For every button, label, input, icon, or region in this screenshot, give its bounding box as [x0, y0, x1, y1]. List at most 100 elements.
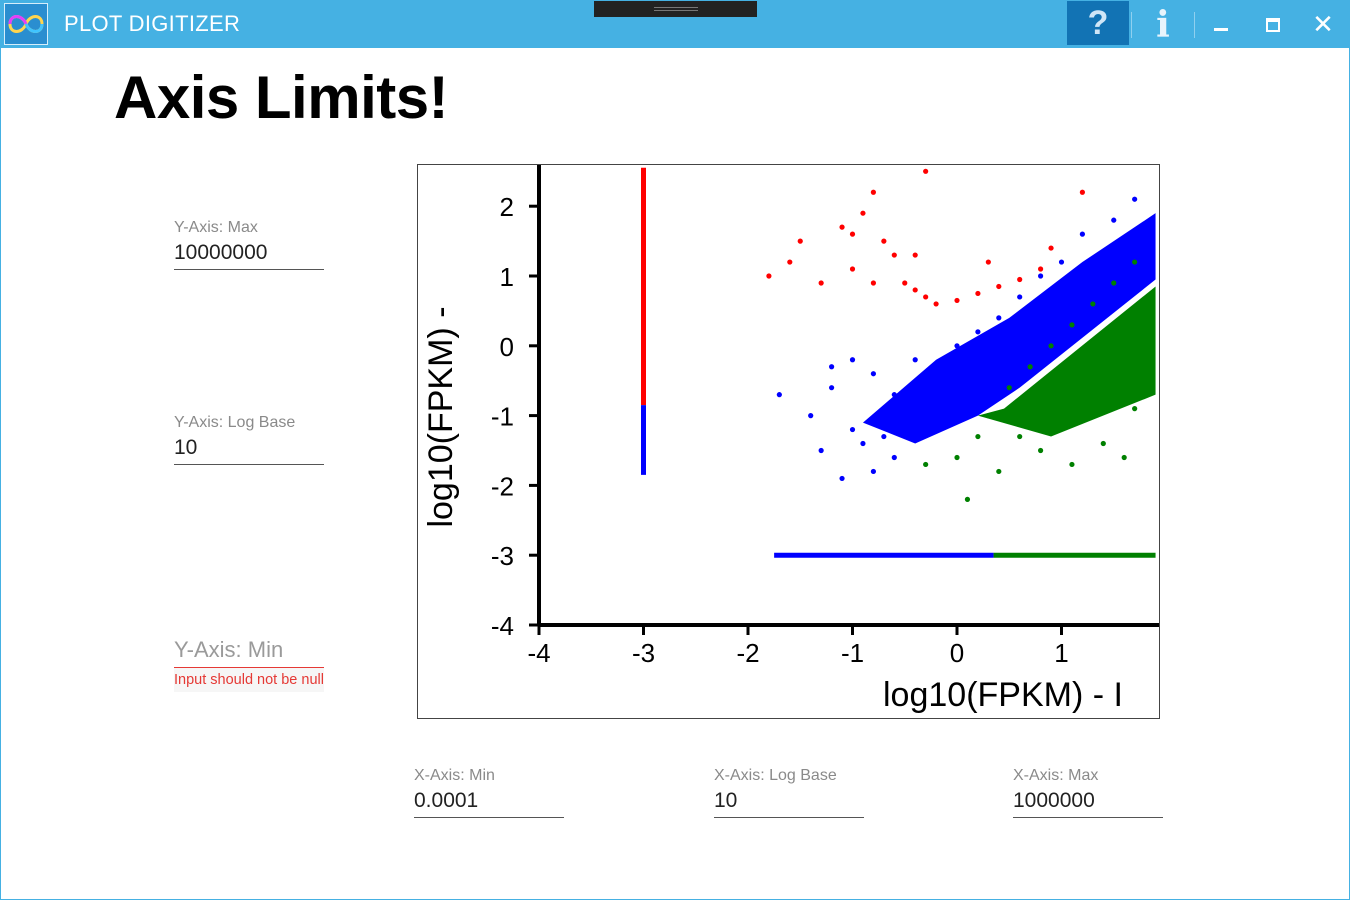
green-point — [1038, 447, 1044, 454]
blue-point — [912, 419, 918, 426]
red-point — [1017, 276, 1023, 283]
blue-point — [870, 371, 876, 377]
y-axis-log-base-input[interactable] — [174, 434, 324, 465]
x-tick-label: -4 — [527, 638, 550, 668]
x-tick-label: 1 — [1054, 638, 1068, 668]
red-point — [849, 266, 856, 272]
blue-point — [964, 371, 971, 377]
red-point — [996, 283, 1002, 290]
x-axis-min-field: X-Axis: Min — [414, 767, 564, 818]
plot-ticks: -4 -3 -2 -1 0 1 2 1 0 -1 -2 -3 -4 — [491, 192, 1069, 668]
green-point — [1100, 440, 1106, 447]
blue-point — [923, 399, 929, 405]
red-point — [849, 231, 856, 237]
blue-point — [860, 440, 866, 447]
plot-points — [766, 168, 1138, 502]
green-density-region — [977, 286, 1156, 437]
green-point — [1069, 322, 1075, 328]
red-point — [870, 189, 876, 195]
blue-point — [902, 406, 908, 412]
y-axis-min-input[interactable] — [174, 635, 324, 668]
green-point — [996, 468, 1002, 475]
y-tick-label: -2 — [491, 471, 514, 501]
blue-point — [912, 357, 918, 363]
red-point — [902, 280, 908, 286]
blue-point — [1038, 273, 1044, 279]
red-point — [818, 280, 824, 286]
y-tick-label: 0 — [500, 332, 514, 362]
red-point — [912, 252, 918, 258]
blue-point — [1058, 259, 1065, 265]
plot-bands — [641, 167, 1156, 558]
green-point — [1048, 419, 1054, 426]
scatter-plot: -4 -3 -2 -1 0 1 2 1 0 -1 -2 -3 -4 log10(FPKM) - log1… — [422, 165, 1159, 714]
minimize-icon[interactable] — [1199, 1, 1243, 48]
close-icon[interactable]: ✕ — [1312, 9, 1334, 39]
green-point — [1111, 280, 1117, 286]
red-point — [797, 238, 803, 244]
title-bar[interactable]: PLOT DIGITIZER ? i ✕ — [1, 1, 1349, 48]
green-point — [954, 454, 960, 461]
red-point — [839, 224, 845, 230]
blue-point — [839, 475, 845, 482]
blue-point — [975, 329, 981, 335]
page-title: Axis Limits! — [114, 64, 449, 131]
blue-point — [996, 315, 1002, 321]
blue-point — [891, 454, 897, 461]
question-mark-icon[interactable]: ? — [1067, 1, 1129, 45]
y-axis-max-input[interactable] — [174, 239, 324, 270]
blue-point — [1111, 217, 1117, 223]
plot-image[interactable]: -4 -3 -2 -1 0 1 2 1 0 -1 -2 -3 -4 log10(FPKM) - log1… — [417, 164, 1160, 719]
x-axis-min-label: X-Axis: Min — [414, 767, 495, 784]
toolbar-separator — [1131, 12, 1132, 38]
y-tick-label: -3 — [491, 541, 514, 571]
blue-point — [829, 364, 835, 370]
maximize-icon[interactable] — [1251, 1, 1295, 48]
red-point — [787, 259, 793, 265]
y-axis-title: log10(FPKM) - — [422, 306, 460, 527]
green-point — [964, 496, 971, 502]
blue-point — [818, 447, 824, 454]
y-axis-min-field: Input should not be null — [174, 633, 324, 692]
y-tick-label: -4 — [491, 611, 514, 641]
infinity-logo-icon — [4, 3, 48, 45]
x-tick-label: 0 — [950, 638, 964, 668]
blue-point — [933, 364, 939, 370]
y-axis-max-field: Y-Axis: Max — [174, 219, 324, 270]
green-point — [975, 433, 981, 440]
red-point — [975, 290, 981, 297]
green-point — [1069, 461, 1075, 468]
y-tick-label: -1 — [491, 402, 514, 432]
toolbar-separator — [1194, 12, 1195, 38]
blue-point — [829, 385, 835, 391]
info-icon[interactable]: i — [1156, 3, 1170, 46]
app-title: PLOT DIGITIZER — [64, 11, 241, 36]
red-point — [870, 280, 876, 286]
y-axis-min-error: Input should not be null — [174, 668, 324, 692]
green-point — [985, 413, 991, 419]
blue-point — [849, 426, 856, 433]
x-axis-max-input[interactable] — [1013, 787, 1163, 818]
green-point — [1132, 259, 1138, 265]
drag-handle[interactable] — [594, 1, 757, 17]
green-point — [1017, 433, 1023, 440]
red-point — [923, 168, 929, 174]
red-point — [881, 238, 887, 244]
green-point — [1079, 399, 1085, 405]
x-axis-min-input[interactable] — [414, 787, 564, 818]
red-point — [860, 210, 866, 216]
green-point — [1048, 343, 1054, 349]
x-axis-log-base-input[interactable] — [714, 787, 864, 818]
x-axis-log-base-field: X-Axis: Log Base — [714, 767, 864, 818]
blue-point — [891, 392, 897, 398]
green-point — [1132, 406, 1138, 412]
red-point — [1048, 245, 1054, 251]
green-point — [1006, 385, 1012, 391]
green-point — [1090, 301, 1096, 307]
x-tick-label: -3 — [632, 638, 655, 668]
y-axis-log-base-field: Y-Axis: Log Base — [174, 414, 324, 465]
y-tick-label: 2 — [500, 192, 514, 222]
blue-point — [870, 468, 876, 475]
blue-point — [985, 336, 991, 342]
